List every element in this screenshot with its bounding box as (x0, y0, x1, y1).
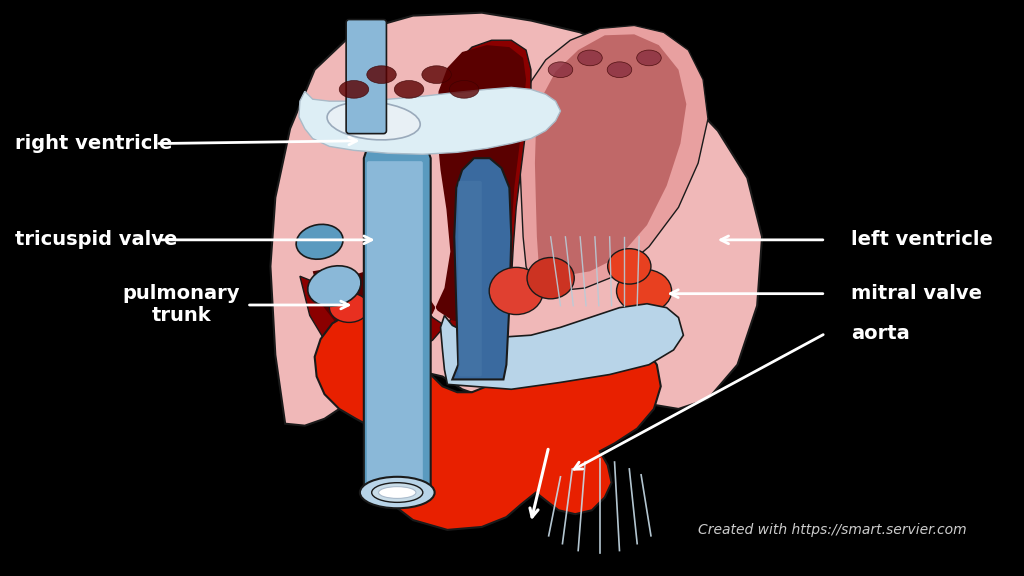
Text: mitral valve: mitral valve (851, 284, 982, 303)
Polygon shape (314, 310, 660, 530)
FancyBboxPatch shape (346, 20, 386, 134)
Ellipse shape (422, 66, 452, 84)
Polygon shape (270, 13, 762, 426)
Ellipse shape (548, 62, 572, 78)
Polygon shape (300, 40, 531, 360)
Polygon shape (312, 45, 526, 339)
Ellipse shape (489, 267, 544, 314)
FancyBboxPatch shape (367, 161, 423, 490)
Polygon shape (440, 304, 683, 389)
Ellipse shape (296, 224, 343, 259)
Polygon shape (535, 35, 686, 276)
Ellipse shape (330, 293, 369, 323)
Ellipse shape (578, 50, 602, 66)
Polygon shape (364, 143, 431, 492)
Text: left ventricle: left ventricle (851, 230, 992, 249)
Ellipse shape (607, 62, 632, 78)
Ellipse shape (339, 81, 369, 98)
Text: pulmonary
trunk: pulmonary trunk (123, 285, 240, 325)
FancyBboxPatch shape (458, 181, 482, 377)
Ellipse shape (379, 487, 416, 498)
Ellipse shape (607, 249, 651, 284)
Ellipse shape (307, 266, 360, 306)
Text: Created with https://smart.servier.com: Created with https://smart.servier.com (698, 523, 967, 537)
Ellipse shape (616, 270, 672, 313)
Polygon shape (519, 25, 708, 291)
Ellipse shape (359, 477, 434, 508)
Ellipse shape (367, 66, 396, 84)
Polygon shape (453, 158, 511, 380)
Text: right ventricle: right ventricle (15, 134, 172, 153)
Ellipse shape (527, 257, 574, 299)
Ellipse shape (327, 102, 420, 140)
Polygon shape (299, 88, 560, 154)
Text: tricuspid valve: tricuspid valve (15, 230, 177, 249)
Ellipse shape (394, 81, 424, 98)
Ellipse shape (372, 483, 423, 502)
Text: aorta: aorta (851, 324, 909, 343)
Ellipse shape (450, 81, 479, 98)
Ellipse shape (637, 50, 662, 66)
